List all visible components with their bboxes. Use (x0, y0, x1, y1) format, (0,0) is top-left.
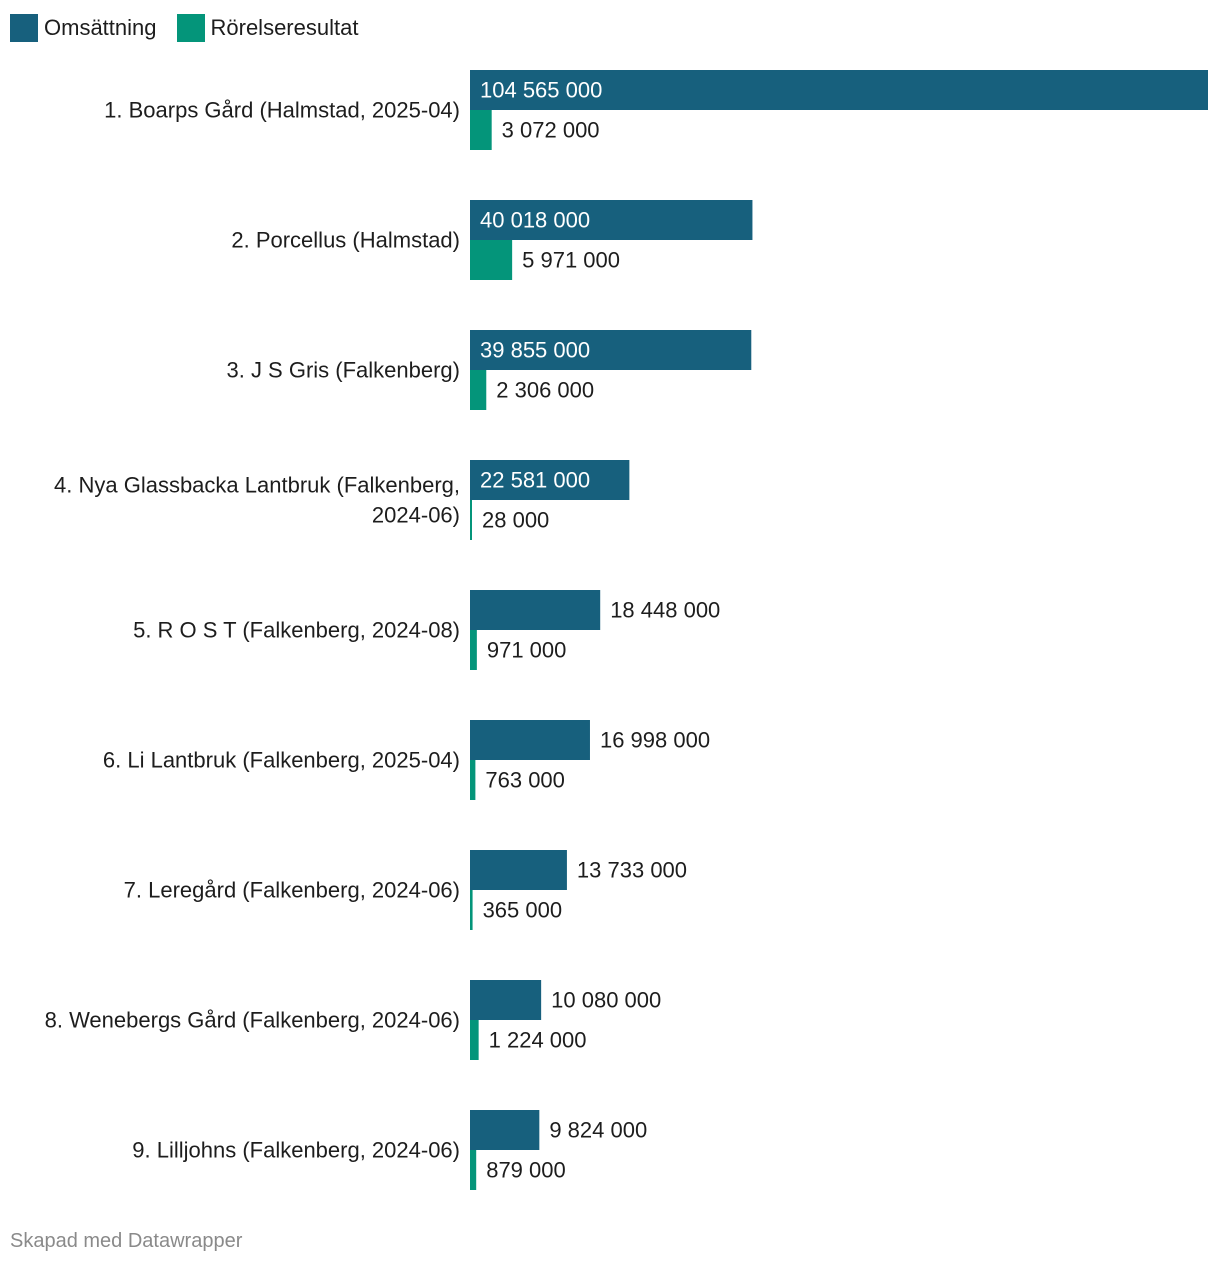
bar-omsattning (470, 70, 1208, 110)
value-label-rorelseresultat: 3 072 000 (502, 118, 600, 143)
legend-label-rorelseresultat: Rörelseresultat (210, 15, 359, 40)
value-label-rorelseresultat: 879 000 (486, 1158, 566, 1183)
category-label: 3. J S Gris (Falkenberg) (226, 358, 460, 383)
value-label-omsattning: 40 018 000 (480, 208, 590, 233)
value-label-omsattning: 18 448 000 (610, 598, 720, 623)
bar-rorelseresultat (470, 1020, 479, 1060)
value-label-omsattning: 39 855 000 (480, 338, 590, 363)
bar-rorelseresultat (470, 630, 477, 670)
legend-swatch-rorelseresultat (176, 14, 205, 42)
bar-omsattning (470, 460, 630, 500)
bar-rorelseresultat (470, 1150, 477, 1190)
bar-rorelseresultat (470, 110, 492, 150)
value-label-omsattning: 16 998 000 (600, 728, 710, 753)
bar-rorelseresultat (470, 890, 473, 930)
bar-chart: 1. Boarps Gård (Halmstad, 2025-04) 104 56… (45, 70, 1208, 1190)
value-label-rorelseresultat: 5 971 000 (522, 248, 620, 273)
bar-omsattning (470, 850, 567, 890)
category-label: 2. Porcellus (Halmstad) (231, 228, 460, 253)
category-label: 8. Wenebergs Gård (Falkenberg, 2024-06) (45, 1008, 460, 1033)
value-label-omsattning: 10 080 000 (551, 988, 661, 1013)
bar-omsattning (470, 590, 601, 630)
bar-rorelseresultat (470, 370, 487, 410)
legend-label-omsattning: Omsättning (44, 15, 157, 40)
value-label-omsattning: 13 733 000 (577, 858, 687, 883)
legend-item-rorelseresultat: Rörelseresultat (176, 14, 359, 42)
legend-swatch-omsattning (10, 14, 38, 42)
bar-omsattning (470, 720, 590, 760)
value-label-rorelseresultat: 971 000 (487, 638, 567, 663)
value-label-omsattning: 9 824 000 (549, 1118, 647, 1143)
bar-omsattning (470, 1110, 540, 1150)
value-label-rorelseresultat: 1 224 000 (489, 1028, 587, 1053)
value-label-rorelseresultat: 365 000 (483, 898, 563, 923)
value-label-omsattning: 22 581 000 (480, 468, 590, 493)
category-label: 1. Boarps Gård (Halmstad, 2025-04) (104, 98, 460, 123)
category-label: 7. Leregård (Falkenberg, 2024-06) (124, 878, 460, 903)
value-label-rorelseresultat: 28 000 (482, 508, 549, 533)
category-label: 2024-06) (372, 503, 460, 528)
legend: Omsättning Rörelseresultat (10, 14, 378, 42)
bar-rorelseresultat (470, 500, 472, 540)
category-label: 4. Nya Glassbacka Lantbruk (Falkenberg, (54, 473, 460, 498)
bar-omsattning (470, 200, 753, 240)
bar-omsattning (470, 330, 752, 370)
bar-rorelseresultat (470, 760, 476, 800)
bar-rorelseresultat (470, 240, 513, 280)
bar-omsattning (470, 980, 542, 1020)
category-label: 9. Lilljohns (Falkenberg, 2024-06) (132, 1138, 460, 1163)
value-label-rorelseresultat: 763 000 (485, 768, 565, 793)
category-label: 5. R O S T (Falkenberg, 2024-08) (133, 618, 460, 643)
category-label: 6. Li Lantbruk (Falkenberg, 2025-04) (103, 748, 460, 773)
footer-credit: Skapad med Datawrapper (10, 1230, 243, 1252)
value-label-omsattning: 104 565 000 (480, 78, 602, 103)
legend-item-omsattning: Omsättning (10, 14, 157, 42)
value-label-rorelseresultat: 2 306 000 (496, 378, 594, 403)
